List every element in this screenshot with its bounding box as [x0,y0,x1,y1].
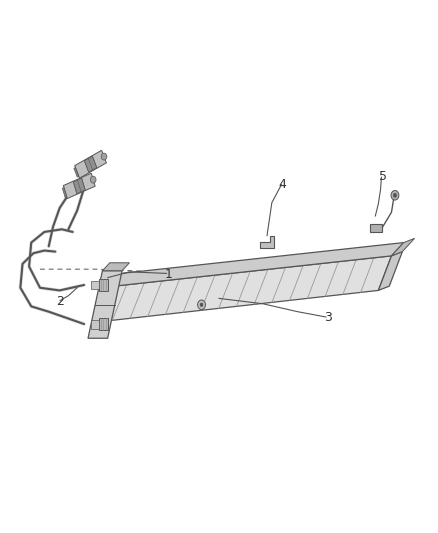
Text: 5: 5 [379,169,387,183]
Circle shape [101,153,107,160]
Circle shape [391,190,399,200]
Polygon shape [62,188,67,197]
Polygon shape [75,150,106,178]
Polygon shape [370,224,382,232]
Text: 2: 2 [56,295,64,308]
Text: 3: 3 [324,311,332,324]
Circle shape [198,300,205,310]
Polygon shape [261,236,275,248]
Polygon shape [99,279,108,292]
Polygon shape [74,167,79,177]
Polygon shape [64,173,95,199]
Polygon shape [378,252,403,290]
Polygon shape [91,320,99,328]
Circle shape [200,303,203,307]
Circle shape [393,193,397,197]
Polygon shape [102,263,129,271]
Polygon shape [392,238,415,256]
Text: 1: 1 [165,268,173,281]
Polygon shape [109,243,404,287]
Polygon shape [91,280,99,289]
Polygon shape [85,156,97,172]
Polygon shape [95,256,392,322]
Circle shape [90,176,96,183]
Polygon shape [88,271,122,338]
Text: 4: 4 [279,177,286,191]
Polygon shape [73,178,85,193]
Polygon shape [99,318,108,330]
